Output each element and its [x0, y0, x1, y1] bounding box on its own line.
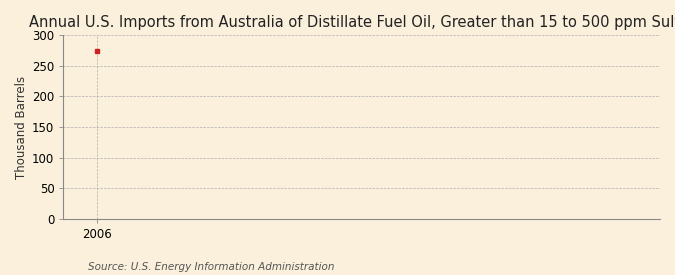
Y-axis label: Thousand Barrels: Thousand Barrels: [15, 75, 28, 178]
Text: Source: U.S. Energy Information Administration: Source: U.S. Energy Information Administ…: [88, 262, 334, 272]
Title: Annual U.S. Imports from Australia of Distillate Fuel Oil, Greater than 15 to 50: Annual U.S. Imports from Australia of Di…: [29, 15, 675, 30]
